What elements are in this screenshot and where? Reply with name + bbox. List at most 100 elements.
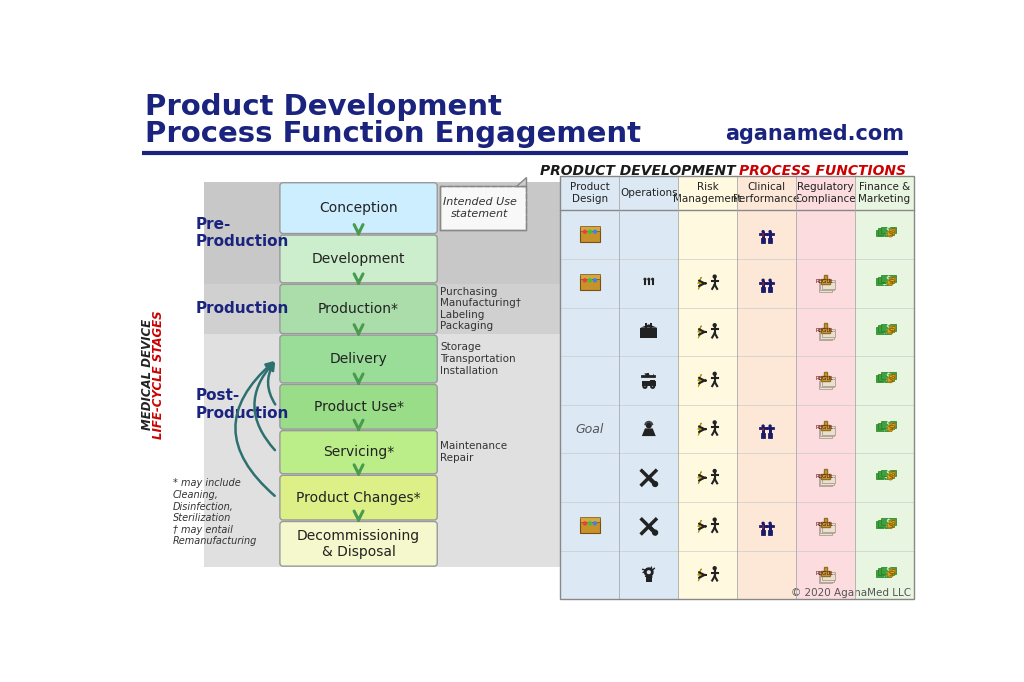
- Text: Post-
Production: Post- Production: [196, 388, 290, 421]
- Bar: [818, 429, 833, 438]
- Text: $: $: [883, 421, 889, 430]
- Bar: [769, 281, 772, 288]
- Circle shape: [768, 522, 772, 525]
- Text: S: S: [888, 231, 893, 237]
- Bar: [762, 524, 765, 531]
- Circle shape: [583, 278, 587, 282]
- Circle shape: [713, 323, 717, 327]
- Circle shape: [713, 566, 717, 570]
- Bar: [820, 525, 834, 533]
- Text: $: $: [883, 373, 889, 382]
- Polygon shape: [698, 423, 702, 435]
- Bar: [821, 376, 829, 381]
- Circle shape: [583, 230, 587, 234]
- Circle shape: [643, 385, 646, 388]
- Bar: [876, 570, 891, 577]
- Bar: [769, 233, 772, 239]
- Bar: [855, 176, 913, 599]
- Text: $: $: [881, 471, 886, 481]
- Text: S: S: [890, 520, 895, 526]
- Bar: [824, 275, 826, 279]
- Circle shape: [768, 230, 772, 233]
- Bar: [580, 274, 600, 279]
- Text: S: S: [890, 423, 895, 429]
- Circle shape: [713, 420, 717, 424]
- Circle shape: [713, 372, 717, 376]
- Bar: [881, 518, 896, 525]
- Bar: [881, 324, 896, 331]
- Circle shape: [890, 325, 895, 331]
- Text: $: $: [886, 371, 891, 381]
- Bar: [876, 327, 891, 333]
- Bar: [642, 381, 655, 386]
- Text: REGUL.: REGUL.: [815, 473, 836, 479]
- Text: $: $: [886, 517, 891, 526]
- Text: Delivery: Delivery: [330, 352, 387, 366]
- Bar: [580, 228, 600, 241]
- Bar: [646, 578, 651, 582]
- Text: * may include
Cleaning,
Disinfection,
Sterilization: * may include Cleaning, Disinfection, St…: [173, 478, 241, 523]
- Bar: [876, 473, 891, 479]
- Text: S: S: [890, 374, 895, 380]
- Text: † may entail
Remanufacturing: † may entail Remanufacturing: [173, 524, 257, 546]
- Text: Product
Design: Product Design: [570, 182, 609, 204]
- FancyBboxPatch shape: [280, 235, 437, 283]
- Polygon shape: [698, 326, 702, 338]
- Circle shape: [651, 385, 654, 388]
- Bar: [820, 282, 834, 291]
- Text: Storage
Transportation
Installation: Storage Transportation Installation: [440, 342, 516, 376]
- Bar: [204, 284, 560, 334]
- Circle shape: [762, 278, 765, 282]
- Text: $: $: [886, 469, 891, 477]
- Bar: [879, 568, 894, 575]
- Text: Pre-
Production: Pre- Production: [196, 217, 290, 249]
- Bar: [821, 571, 829, 576]
- Circle shape: [888, 280, 893, 286]
- Text: S: S: [890, 228, 895, 235]
- Text: PRODUCT DEVELOPMENT: PRODUCT DEVELOPMENT: [540, 164, 735, 178]
- Text: Clinical
Performance: Clinical Performance: [733, 182, 800, 204]
- Circle shape: [643, 278, 646, 281]
- Text: $: $: [883, 567, 889, 576]
- Circle shape: [762, 424, 765, 428]
- Text: $: $: [881, 520, 886, 529]
- Circle shape: [588, 521, 592, 526]
- Bar: [640, 328, 657, 338]
- Bar: [876, 376, 891, 382]
- Text: REGUL.: REGUL.: [815, 376, 836, 381]
- Bar: [560, 176, 913, 599]
- Bar: [737, 176, 796, 599]
- Circle shape: [888, 522, 893, 529]
- Bar: [821, 328, 829, 333]
- Bar: [881, 372, 896, 379]
- Bar: [762, 428, 764, 432]
- Bar: [881, 567, 896, 574]
- FancyBboxPatch shape: [280, 475, 437, 520]
- Text: S: S: [888, 571, 893, 577]
- Bar: [678, 176, 737, 599]
- Polygon shape: [698, 277, 702, 290]
- Text: $: $: [886, 274, 891, 283]
- Circle shape: [890, 423, 895, 429]
- Circle shape: [888, 571, 893, 577]
- Bar: [818, 575, 833, 583]
- Text: $: $: [881, 277, 886, 286]
- Text: Conception: Conception: [319, 201, 398, 215]
- Text: Product Use*: Product Use*: [313, 400, 403, 414]
- Circle shape: [647, 278, 650, 281]
- Bar: [879, 277, 894, 284]
- Text: MEDICAL DEVICE: MEDICAL DEVICE: [141, 319, 154, 430]
- Bar: [822, 572, 836, 580]
- Text: $: $: [883, 470, 889, 479]
- Bar: [822, 475, 836, 483]
- Text: S: S: [890, 471, 895, 477]
- Text: S: S: [888, 474, 893, 480]
- Bar: [762, 525, 764, 529]
- Text: $: $: [881, 423, 886, 432]
- Text: Product Development: Product Development: [145, 93, 502, 121]
- Circle shape: [713, 469, 717, 473]
- Polygon shape: [640, 325, 657, 328]
- Text: REGUL.: REGUL.: [815, 522, 836, 527]
- Circle shape: [593, 521, 597, 526]
- Text: $: $: [883, 276, 889, 284]
